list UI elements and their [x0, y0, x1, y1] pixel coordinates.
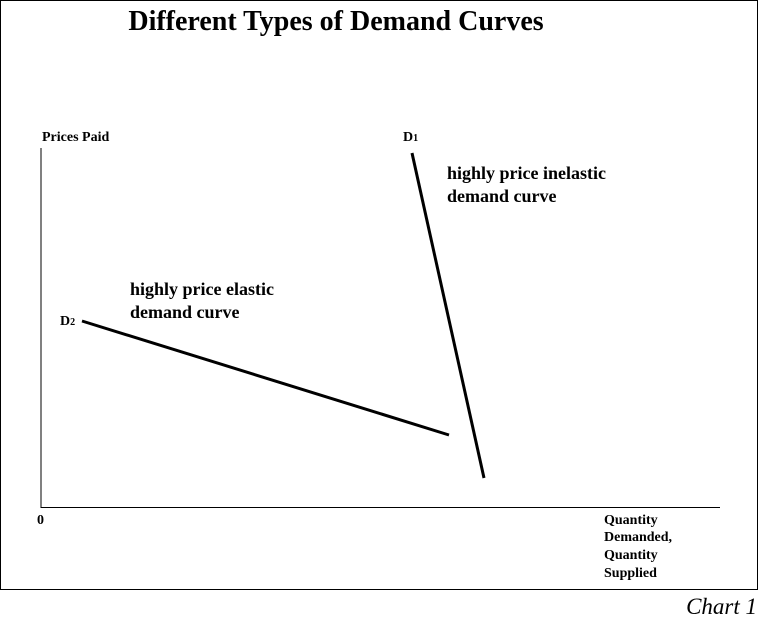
x-axis-label: Supplied: [604, 566, 657, 581]
annotation: highly price elastic: [130, 279, 274, 299]
title: Different Types of Demand Curves: [128, 6, 543, 37]
origin-label: 0: [37, 513, 44, 528]
x-axis-label: Demanded,: [604, 530, 672, 545]
x-axis-label: Quantity: [604, 513, 658, 528]
caption: Chart 1: [686, 594, 757, 619]
annotation: demand curve: [130, 302, 240, 322]
demand-curve-d2: [81, 319, 450, 437]
curve-label: D1: [403, 130, 418, 145]
curve-label: D2: [60, 314, 75, 329]
curve-subscript: 2: [70, 317, 75, 328]
curve-letter: D: [403, 130, 413, 145]
curve-subscript: 1: [413, 133, 418, 144]
annotation: highly price inelastic: [447, 163, 606, 183]
annotation: demand curve: [447, 186, 557, 206]
y-axis-label: Prices Paid: [42, 130, 109, 145]
frame: [0, 0, 758, 590]
demand-curve-d1: [410, 152, 486, 479]
x-axis-label: Quantity: [604, 548, 658, 563]
curve-letter: D: [60, 314, 70, 329]
